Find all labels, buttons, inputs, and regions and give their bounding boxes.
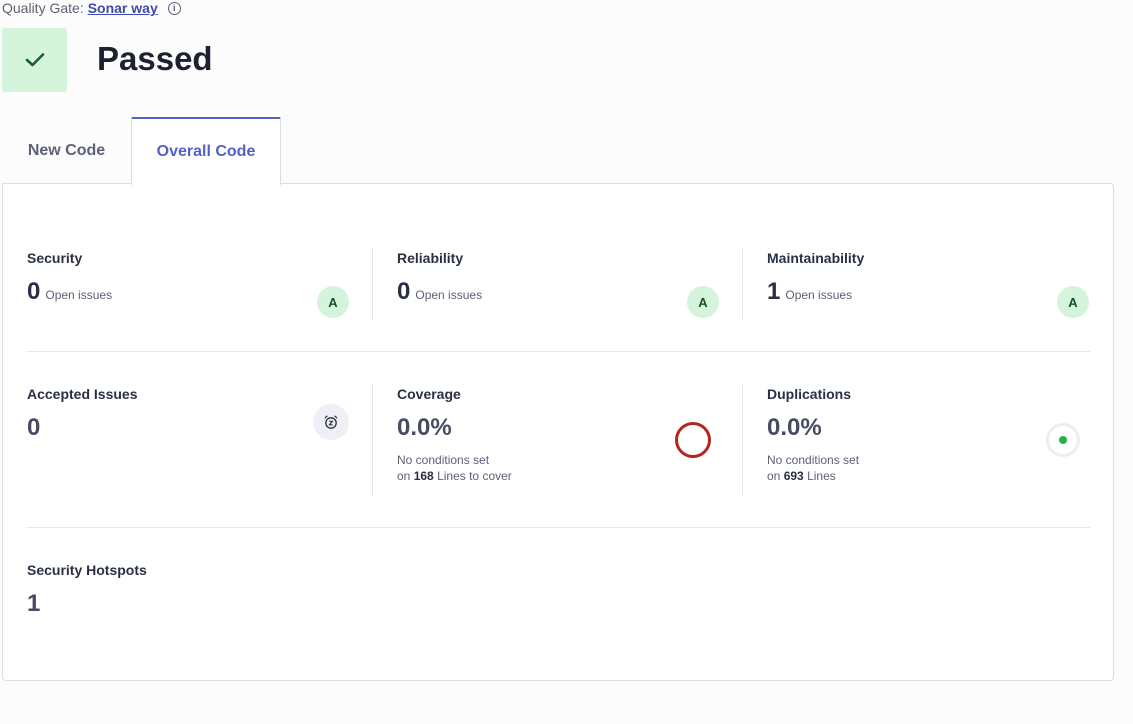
security-count[interactable]: 0 (27, 278, 41, 305)
quality-gate-prefix: Quality Gate: (2, 0, 84, 16)
security-hotspots-metric[interactable]: Security Hotspots 1 (27, 562, 349, 618)
duplications-lines-count: 693 (783, 469, 804, 483)
row-divider (27, 527, 1090, 528)
coverage-note-suffix: Lines to cover (437, 469, 512, 483)
status-check-box (2, 28, 67, 92)
reliability-sub: Open issues (415, 288, 483, 302)
accepted-issues-label: Accepted Issues (27, 386, 138, 402)
maintainability-sub: Open issues (785, 288, 853, 302)
quality-gate-line: Quality Gate: Sonar way i (2, 0, 181, 16)
quality-gate-status: Passed (97, 40, 213, 77)
accepted-issues-count[interactable]: 0 (27, 414, 41, 441)
reliability-count[interactable]: 0 (397, 278, 411, 305)
duplications-note: No conditions set on 693 Lines (767, 452, 1089, 484)
maintainability-count[interactable]: 1 (767, 278, 781, 305)
divider (372, 384, 373, 496)
coverage-value[interactable]: 0.0% (397, 414, 452, 441)
coverage-ring-icon (675, 422, 711, 458)
security-metric[interactable]: Security 0 Open issues (27, 250, 349, 306)
security-hotspots-count[interactable]: 1 (27, 590, 41, 617)
duplications-note-prefix: on (767, 469, 781, 483)
security-label: Security (27, 250, 83, 266)
alarm-clock-icon (313, 404, 349, 440)
coverage-label: Coverage (397, 386, 461, 402)
overall-code-panel: Security 0 Open issues A Reliability 0 O… (2, 183, 1114, 681)
tab-overall-code[interactable]: Overall Code (131, 117, 281, 185)
duplications-note-suffix: Lines (807, 469, 836, 483)
coverage-note: No conditions set on 168 Lines to cover (397, 452, 719, 484)
tab-new-code[interactable]: New Code (27, 141, 106, 159)
coverage-note-line2: on 168 Lines to cover (397, 468, 719, 484)
duplications-label: Duplications (767, 386, 852, 402)
divider (372, 248, 373, 320)
maintainability-label: Maintainability (767, 250, 865, 266)
duplications-value[interactable]: 0.0% (767, 414, 822, 441)
row-divider (27, 351, 1090, 352)
divider (742, 248, 743, 320)
reliability-label: Reliability (397, 250, 464, 266)
reliability-metric[interactable]: Reliability 0 Open issues (397, 250, 719, 306)
check-icon (25, 53, 44, 67)
coverage-metric[interactable]: Coverage 0.0% No conditions set on 168 L… (397, 386, 719, 484)
duplications-metric[interactable]: Duplications 0.0% No conditions set on 6… (767, 386, 1089, 484)
coverage-note-line1: No conditions set (397, 453, 490, 467)
security-hotspots-label: Security Hotspots (27, 562, 147, 578)
security-rating-badge[interactable]: A (317, 286, 349, 318)
quality-gate-link[interactable]: Sonar way (87, 0, 158, 16)
duplications-note-line1: No conditions set (767, 453, 860, 467)
duplications-note-line2: on 693 Lines (767, 468, 1089, 484)
accepted-issues-metric[interactable]: Accepted Issues 0 (27, 386, 349, 442)
duplications-dot (1059, 436, 1067, 444)
info-icon[interactable]: i (167, 1, 181, 15)
reliability-rating-badge[interactable]: A (687, 286, 719, 318)
divider (742, 384, 743, 496)
coverage-note-prefix: on (397, 469, 411, 483)
alarm-clock-glyph (324, 415, 338, 429)
security-sub: Open issues (45, 288, 113, 302)
maintainability-rating-badge[interactable]: A (1057, 286, 1089, 318)
maintainability-metric[interactable]: Maintainability 1 Open issues (767, 250, 1089, 306)
duplications-indicator-icon (1046, 423, 1080, 457)
coverage-lines-count: 168 (413, 469, 434, 483)
